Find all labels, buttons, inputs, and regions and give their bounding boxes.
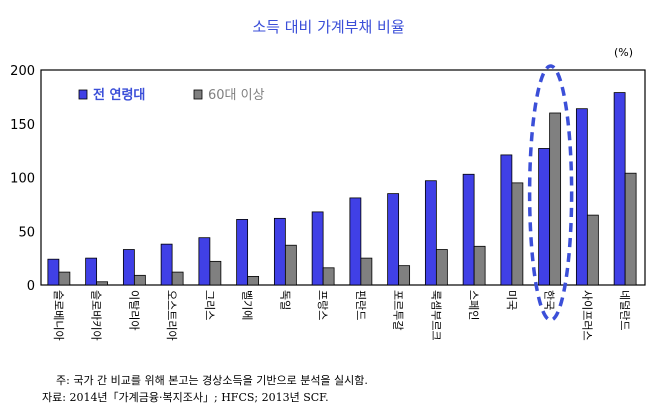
x-tick-label: 네덜란드 xyxy=(618,290,631,330)
x-tick-label: 한국 xyxy=(543,290,556,310)
bar-60-plus xyxy=(624,172,637,286)
bar-60-plus xyxy=(58,271,71,286)
legend-label: 전 연령대 xyxy=(93,87,145,103)
bar-60-plus xyxy=(398,265,411,286)
bar-60-plus xyxy=(209,260,222,286)
bar-60-plus xyxy=(435,249,448,286)
x-tick-label: 독일 xyxy=(278,290,292,310)
x-tick-label: 오스트리아 xyxy=(165,290,178,341)
x-tick-label: 슬로베니아 xyxy=(52,290,65,341)
x-tick-label: 그리스 xyxy=(203,290,216,320)
bar-60-plus xyxy=(322,267,335,286)
y-tick-label: 0 xyxy=(27,279,35,294)
chart-title: 소득 대비 가계부채 비율 xyxy=(252,18,405,36)
x-tick-label: 벨기에 xyxy=(241,290,254,320)
y-tick-label: 50 xyxy=(18,225,35,240)
bar-all-ages xyxy=(47,258,60,286)
x-tick-label: 포르투갈 xyxy=(392,290,406,330)
legend-swatch xyxy=(78,89,88,100)
bar-all-ages xyxy=(538,148,551,286)
x-tick-label: 사이프러스 xyxy=(580,290,593,341)
bar-60-plus xyxy=(360,257,373,286)
bar-all-ages xyxy=(575,108,588,286)
bar-60-plus xyxy=(549,112,562,286)
x-tick-label: 이탈리아 xyxy=(127,290,140,330)
bar-60-plus xyxy=(586,214,599,286)
bar-60-plus xyxy=(96,281,109,286)
source-text: 자료: 2014년「가계금융·복지조사」; HFCS; 2013년 SCF. xyxy=(42,391,329,404)
x-tick-label: 슬로바키아 xyxy=(90,290,103,341)
note-text: 주: 국가 간 비교를 위해 본고는 경상소득을 기반으로 분석을 실시함. xyxy=(56,374,368,387)
footnotes: 주: 국가 간 비교를 위해 본고는 경상소득을 기반으로 분석을 실시함. 자… xyxy=(42,372,368,406)
bar-60-plus xyxy=(133,274,146,286)
bar-all-ages xyxy=(236,219,249,286)
highlight-ellipse xyxy=(527,64,574,322)
x-tick-label: 미국 xyxy=(505,290,518,310)
bar-60-plus xyxy=(247,275,260,286)
bar-all-ages xyxy=(160,243,173,286)
legend-label: 60대 이상 xyxy=(208,88,265,103)
x-tick-label: 스페인 xyxy=(467,290,480,320)
bar-60-plus xyxy=(473,245,486,286)
bar-60-plus xyxy=(511,182,524,286)
bar-all-ages xyxy=(85,257,98,286)
y-tick-label: 150 xyxy=(10,118,35,133)
bar-all-ages xyxy=(122,249,135,286)
bar-all-ages xyxy=(462,173,475,286)
bar-all-ages xyxy=(349,197,362,286)
bar-all-ages xyxy=(500,154,513,286)
bar-60-plus xyxy=(171,271,184,286)
bar-all-ages xyxy=(273,217,286,286)
x-tick-label: 핀란드 xyxy=(354,290,367,320)
bar-all-ages xyxy=(424,180,437,286)
bar-all-ages xyxy=(198,237,211,286)
bar-all-ages xyxy=(387,193,400,286)
x-tick-label: 룩셈부르크 xyxy=(429,290,442,341)
plot-frame xyxy=(40,69,646,286)
legend-swatch xyxy=(193,89,203,100)
y-tick-label: 200 xyxy=(10,64,35,79)
bar-all-ages xyxy=(311,211,324,286)
unit-label: (%) xyxy=(614,46,634,59)
bar-all-ages xyxy=(613,92,626,286)
bar-60-plus xyxy=(284,244,297,286)
y-tick-label: 100 xyxy=(10,172,35,187)
x-tick-label: 프랑스 xyxy=(316,290,329,320)
